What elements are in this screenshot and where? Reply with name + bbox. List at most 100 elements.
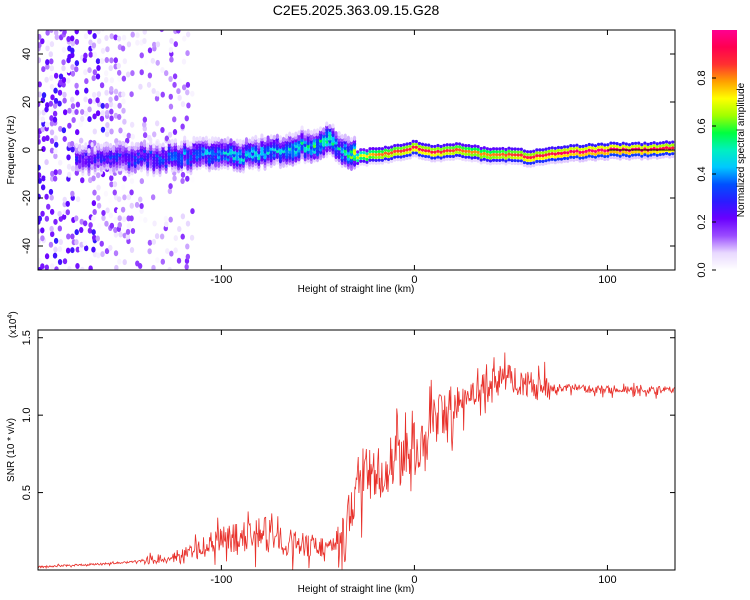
heatmap-cell [603, 146, 607, 150]
heatmap-cell [104, 57, 109, 64]
heatmap-cell [100, 126, 106, 133]
heatmap-cell [590, 143, 594, 147]
heatmap-cell [454, 156, 459, 160]
heatmap-cell [562, 145, 567, 149]
heatmap-cell [646, 157, 650, 161]
heatmap-cell [417, 144, 422, 148]
heatmap-cell [550, 154, 554, 159]
heatmap-cell [473, 147, 477, 151]
spectrogram-panel: -100 0 100 -40 -20 0 20 40 Height of straight l… [6, 29, 676, 295]
heatmap-cell [44, 193, 49, 200]
heatmap-cell [142, 30, 147, 35]
heatmap-cell [445, 157, 449, 161]
heatmap-cell [618, 154, 622, 158]
heatmap-cell [38, 228, 41, 235]
heatmap-cell [115, 142, 119, 148]
heatmap-cell [184, 115, 189, 122]
heatmap-cell [547, 161, 551, 165]
heatmap-cell [377, 149, 381, 154]
heatmap-cell [408, 141, 412, 146]
heatmap-cell [130, 228, 136, 235]
heatmap-cell [510, 150, 514, 154]
heatmap-cell [207, 138, 212, 144]
heatmap-cell [553, 161, 557, 165]
spectrogram-xtick-label: 0 [411, 274, 417, 286]
heatmap-cell [176, 145, 181, 151]
heatmap-cell [572, 152, 576, 157]
heatmap-cell [491, 158, 496, 162]
heatmap-cell [445, 148, 449, 153]
heatmap-cell [584, 152, 588, 156]
heatmap-cell [96, 195, 101, 202]
heatmap-cell [109, 77, 115, 84]
heatmap-cell [62, 30, 67, 35]
heatmap-cell [122, 118, 127, 125]
heatmap-cell [108, 101, 114, 108]
heatmap-cell [405, 151, 409, 155]
heatmap-cell [525, 164, 530, 168]
heatmap-cell [91, 246, 96, 253]
heatmap-cell [507, 155, 511, 159]
heatmap-cell [38, 33, 42, 40]
heatmap-cell [380, 161, 384, 165]
heatmap-cell [127, 145, 131, 151]
heatmap-cell [129, 247, 135, 254]
heatmap-cell [74, 169, 80, 176]
heatmap-cell [615, 147, 619, 152]
heatmap-cell [430, 156, 434, 160]
snr-axes: -100 0 100 0.5 1.0 1.5 [21, 330, 675, 586]
heatmap-cell [522, 155, 527, 159]
heatmap-cell [532, 158, 536, 162]
heatmap-cell [109, 33, 114, 40]
spectrogram-ytick-label: 0 [21, 147, 33, 153]
heatmap-cell [130, 141, 134, 147]
heatmap-cell [402, 145, 406, 150]
heatmap-cell [445, 143, 449, 147]
heatmap-cell [95, 97, 100, 104]
heatmap-cell [172, 175, 177, 182]
heatmap-cell [164, 145, 168, 151]
heatmap-cell [386, 146, 391, 150]
heatmap-cell [624, 142, 628, 146]
heatmap-cell [476, 156, 480, 160]
heatmap-cell [49, 225, 54, 232]
heatmap-cell [41, 66, 46, 73]
heatmap-cell [52, 252, 58, 259]
heatmap-cell [40, 235, 45, 242]
heatmap-cell [578, 147, 582, 152]
heatmap-cell [572, 149, 576, 154]
heatmap-cell [600, 151, 604, 155]
heatmap-cell [627, 143, 632, 147]
heatmap-cell [38, 257, 42, 264]
heatmap-cell [603, 149, 607, 153]
heatmap-cell [151, 264, 156, 270]
heatmap-cell [501, 152, 505, 156]
heatmap-cell [135, 39, 140, 46]
colorbar-label: Normalized spectral amplitude [736, 82, 747, 217]
heatmap-cell [48, 241, 54, 248]
heatmap-cell [624, 151, 628, 155]
heatmap-cell [80, 115, 85, 122]
heatmap-cell [467, 149, 471, 154]
heatmap-cell [160, 126, 165, 133]
heatmap-cell [147, 72, 153, 79]
heatmap-cell [121, 216, 127, 223]
heatmap-cell [470, 153, 474, 157]
heatmap-cell [80, 266, 85, 270]
heatmap-cell [658, 141, 662, 145]
heatmap-cell [96, 202, 102, 209]
heatmap-cell [368, 147, 372, 151]
heatmap-cell [315, 128, 320, 134]
heatmap-cell [664, 148, 669, 153]
heatmap-cell [108, 212, 114, 219]
heatmap-cell [671, 143, 675, 147]
heatmap-cell [646, 154, 650, 158]
heatmap-cell [451, 157, 456, 161]
heatmap-cell [87, 147, 91, 154]
heatmap-cell [491, 161, 496, 165]
heatmap-cell [139, 203, 144, 210]
heatmap-cell [40, 210, 45, 217]
heatmap-cell [470, 147, 474, 151]
heatmap-cell [485, 147, 489, 151]
heatmap-cell [596, 145, 601, 149]
